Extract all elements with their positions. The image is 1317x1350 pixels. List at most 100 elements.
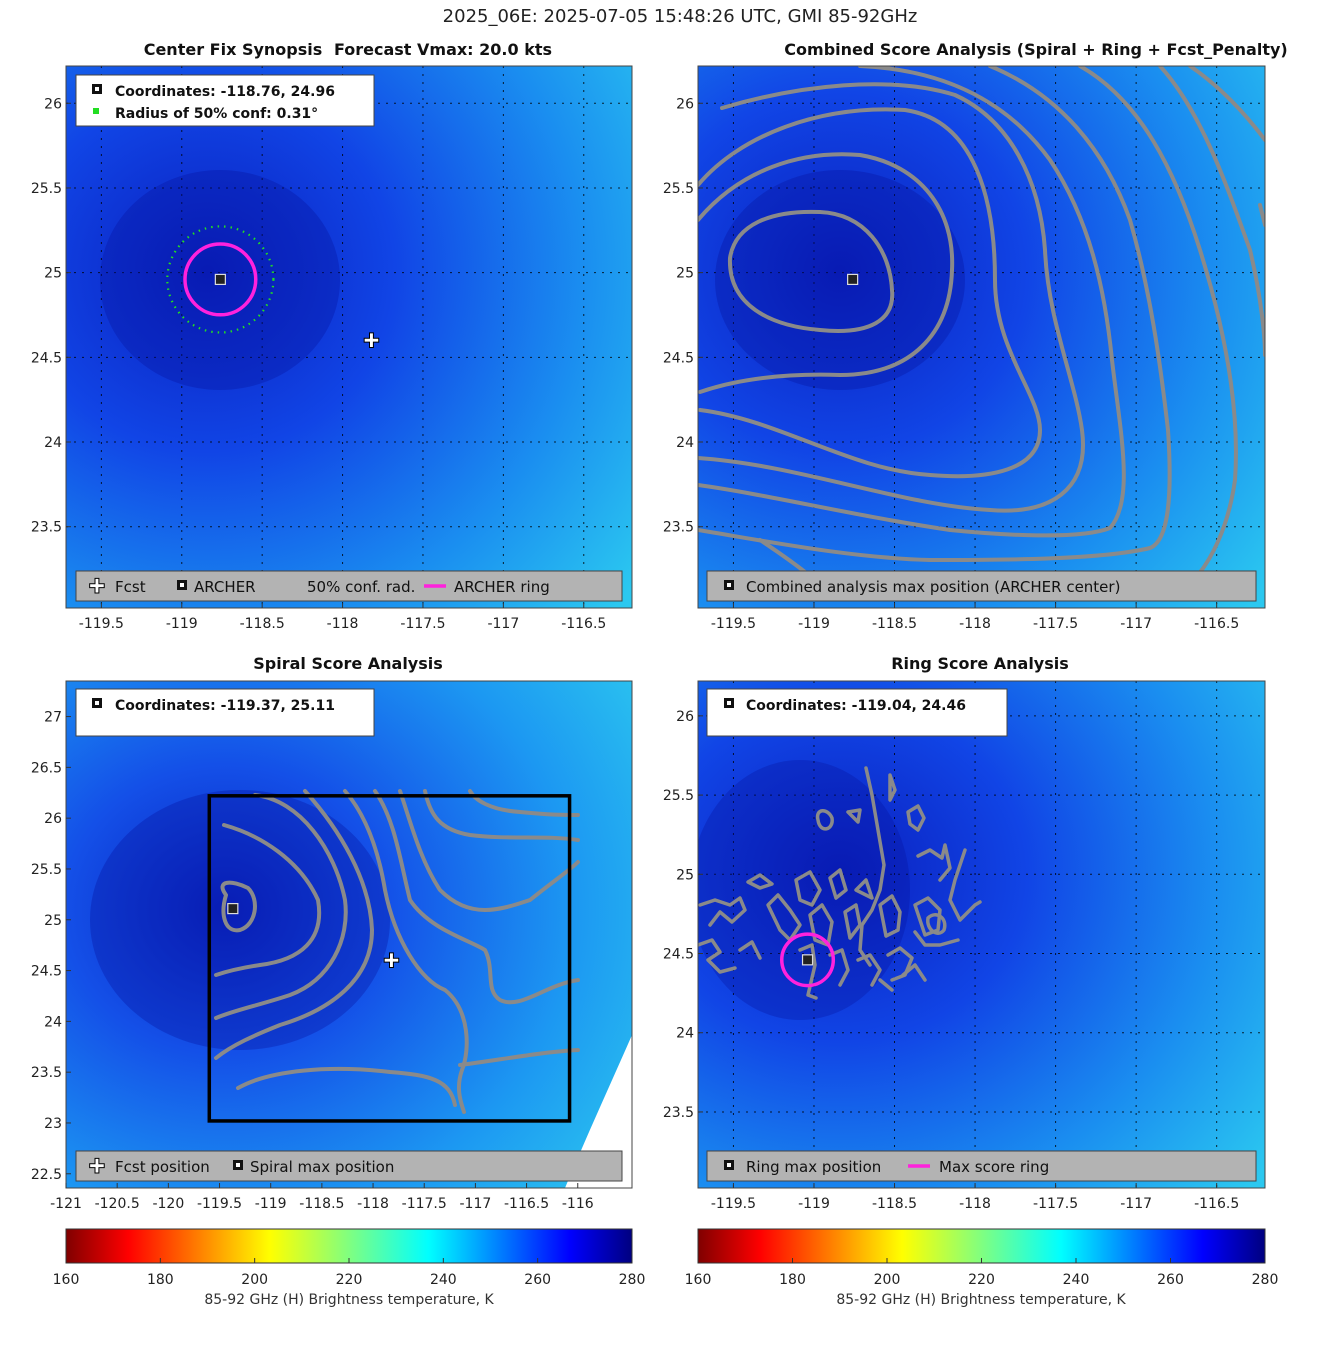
colorbar-tick-label: 180 (147, 1272, 174, 1288)
ring-info-square-icon-inner (727, 701, 731, 705)
ring-contour-1 (858, 766, 886, 967)
spiral-contour-2 (214, 823, 322, 977)
xtick-label: -121 (50, 1196, 82, 1212)
ring-contour-17 (913, 896, 942, 937)
spiral-contour-8 (423, 789, 580, 842)
xtick-label: -118.5 (872, 1196, 917, 1212)
xtick-label: -118 (327, 616, 359, 632)
spiral-info-box (75, 688, 375, 737)
xtick-label: -116.5 (504, 1196, 549, 1212)
xtick-label: -118.5 (240, 616, 285, 632)
spiral-contour-9 (468, 789, 580, 817)
spiral-analysis-box (207, 794, 572, 1123)
ring-contour-8 (746, 873, 774, 890)
archer-ring (183, 242, 258, 317)
spiral-swath-edge (565, 1035, 632, 1188)
combined-ticks: -119.5 -119 -118.5 -118 -117.5 -117 -116.5 26 25… (663, 96, 1239, 632)
combined-contour-2 (698, 152, 955, 394)
ring-contour-7 (948, 848, 982, 922)
xtick-label: -119 (255, 1196, 287, 1212)
colorbar-left-label: 85-92 GHz (H) Brightness temperature, K (204, 1292, 494, 1308)
ytick-label: 26 (676, 709, 694, 725)
xtick-label: -117.5 (1033, 616, 1078, 632)
spiral-contour-6 (373, 789, 580, 1005)
figure-title: 2025_06E: 2025-07-05 15:48:26 UTC, GMI 8… (443, 6, 918, 27)
spiral-frame (65, 680, 633, 1189)
xtick-label: -120.5 (95, 1196, 140, 1212)
legend-max-score-ring-label: Max score ring (939, 1158, 1049, 1176)
synopsis-title-left: Center Fix Synopsis (144, 40, 323, 59)
ring-contour-5 (906, 804, 926, 832)
combined-contour-4 (698, 82, 1086, 513)
colorbar-right-label: 85-92 GHz (H) Brightness temperature, K (836, 1292, 1126, 1308)
colorbar-left-gradient (65, 1228, 633, 1264)
colorbar-right: 160 180 200 220 240 260 280 85-92 GHz (H) Brig… (685, 1228, 1278, 1308)
ring-contour-27 (878, 978, 894, 992)
ytick-label: 25.5 (663, 181, 694, 197)
ytick-label: 25.5 (663, 788, 694, 804)
synopsis-panel: Center Fix Synopsis Forecast Vmax: 20.0 … (31, 40, 633, 632)
colorbar-right-ticks: 160 180 200 220 240 260 280 (685, 1258, 1278, 1288)
xtick-label: -117 (1120, 616, 1152, 632)
ring-contour-26 (913, 930, 960, 947)
ytick-label: 26 (44, 811, 62, 827)
ring-contour-20 (738, 940, 762, 960)
ring-ticks: -119.5 -119 -118.5 -118 -117.5 -117 -116.5 26 25… (663, 709, 1239, 1212)
ytick-label: 25.5 (31, 181, 62, 197)
spiral-max-marker (227, 902, 239, 915)
ring-contour-3 (815, 809, 834, 831)
ring-contour-18 (926, 913, 947, 935)
max-score-ring (780, 932, 836, 988)
xtick-label: -117.5 (402, 1196, 447, 1212)
legend-spiral-max-icon-inner (236, 1163, 240, 1167)
colorbar-tick-label: 240 (1063, 1272, 1090, 1288)
ytick-label: 26 (44, 96, 62, 112)
ytick-label: 26.5 (31, 760, 62, 776)
colorbar-tick-label: 200 (241, 1272, 268, 1288)
colorbar-tick-label: 220 (336, 1272, 363, 1288)
ring-contour-4 (846, 808, 862, 824)
ring-contour-23 (856, 953, 882, 987)
spiral-contour-7 (398, 789, 580, 912)
ytick-label: 25 (44, 266, 62, 282)
legend-conf-label: 50% conf. rad. (307, 578, 415, 596)
spiral-legend (75, 1150, 623, 1182)
xtick-label: -118.5 (299, 1196, 344, 1212)
ring-cold-core (698, 760, 910, 1020)
spiral-contour-3 (214, 793, 348, 1020)
xtick-label: -117.5 (400, 616, 445, 632)
colorbar-left: 160 180 200 220 240 260 280 85-92 GHz (H) Brig… (53, 1228, 645, 1308)
xtick-label: -119 (798, 1196, 830, 1212)
spiral-cold-core (90, 790, 390, 1050)
ytick-label: 24.5 (663, 947, 694, 963)
legend-fcst-position-icon: ✚ (89, 1154, 106, 1178)
combined-contour-8 (1158, 66, 1265, 357)
spiral-contour-11 (458, 1048, 580, 1067)
ytick-label: 23.5 (31, 520, 62, 536)
combined-contour-3 (698, 107, 1042, 479)
synopsis-info-box (75, 74, 375, 127)
xtick-label: -117 (1120, 1196, 1152, 1212)
conf-radius-circle (166, 225, 275, 334)
combined-score-contours (698, 66, 1265, 587)
ytick-label: 22.5 (31, 1167, 62, 1183)
spiral-contour-5 (343, 789, 469, 1114)
combined-legend (706, 570, 1257, 602)
synopsis-ticks: -119.5 -119 -118.5 -118 -117.5 -117 -116.5 26 25… (31, 96, 607, 632)
xtick-label: -120 (152, 1196, 184, 1212)
ring-contour-12 (698, 896, 747, 927)
xtick-label: -116 (562, 1196, 594, 1212)
ring-panel: Ring Score Analysis (663, 654, 1266, 1212)
spiral-ticks: -121 -120.5 -120 -119.5 -119 -118.5 -118 -117.5… (31, 710, 594, 1212)
ytick-label: 24.5 (31, 350, 62, 366)
legend-ring-max-icon-inner (727, 1163, 731, 1167)
synopsis-info-radius: Radius of 50% conf: 0.31° (115, 106, 318, 122)
ring-contour-21 (798, 943, 818, 1000)
xtick-label: -116.5 (1194, 1196, 1239, 1212)
combined-max-marker (847, 273, 859, 286)
legend-fcst-position-label: Fcst position (115, 1158, 210, 1176)
spiral-info-square-icon-inner (95, 701, 99, 705)
legend-archer-icon-inner (180, 583, 184, 587)
colorbar-tick-label: 160 (685, 1272, 712, 1288)
